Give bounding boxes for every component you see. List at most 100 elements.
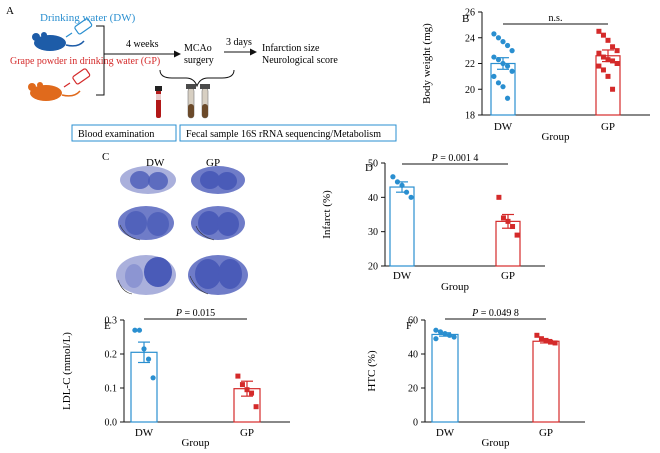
- data-point-b-dw: [491, 54, 497, 60]
- data-point-d-gp: [510, 224, 516, 230]
- brain-slice-gp-1: [191, 166, 245, 194]
- bar-d-dw: [389, 186, 415, 267]
- data-point-d-gp: [505, 218, 511, 224]
- p-value-f: = 0.049 8: [478, 308, 519, 319]
- mouse-dw-icon: [32, 32, 85, 51]
- data-point-e-gp: [244, 387, 250, 393]
- data-point-e-gp: [239, 382, 245, 388]
- y-axis-label-e: LDL-C (mmol/L): [61, 332, 73, 410]
- panel-c: C DW GP: [102, 151, 248, 295]
- data-point-f-dw: [437, 329, 444, 335]
- significance-label-f: P = 0.049 8: [471, 308, 519, 319]
- p-symbol-e: P: [175, 308, 182, 319]
- data-point-d-dw: [394, 179, 401, 185]
- x-axis-label-b: Group: [541, 131, 570, 143]
- panel-a: A Drinking water (DW) Grape powder in dr…: [6, 5, 397, 142]
- data-point-d-gp: [514, 232, 520, 238]
- y-tick-label-b: 26: [465, 8, 475, 19]
- category-label-d-gp: GP: [501, 270, 515, 282]
- mouse-gp-icon: [28, 82, 81, 101]
- data-point-b-dw: [495, 35, 502, 41]
- data-point-d-dw: [390, 174, 396, 180]
- data-point-b-gp: [610, 58, 616, 64]
- data-point-b-dw: [504, 95, 511, 101]
- y-tick-label-d: 40: [368, 193, 378, 204]
- panel-c-col-dw: DW: [146, 157, 165, 169]
- data-point-f-gp: [548, 339, 554, 345]
- data-point-b-dw: [500, 60, 506, 67]
- y-tick-label-d: 30: [368, 227, 378, 238]
- sampling-brace: [159, 69, 235, 88]
- dw-label: Drinking water (DW): [40, 12, 136, 24]
- blood-exam-label: Blood examination: [78, 129, 154, 140]
- y-tick-label-f: 20: [408, 384, 418, 395]
- y-tick-label-b: 22: [465, 59, 475, 70]
- data-point-e-dw: [141, 346, 147, 352]
- y-axis-label-d: Infarct (%): [321, 190, 333, 239]
- blood-exam-box: [71, 124, 177, 142]
- data-point-d-dw: [399, 182, 405, 188]
- chart-b: B 18 20 22 24 26 Body weight (mg) Group DW GP n.s.: [421, 8, 650, 143]
- panel-e-letter: E: [104, 320, 111, 332]
- data-point-d-gp: [500, 215, 506, 221]
- category-label-d-dw: DW: [393, 270, 412, 282]
- brain-slice-dw-3: [116, 255, 176, 295]
- p-value-d: = 0.001 4: [438, 153, 479, 164]
- category-label-b-gp: GP: [601, 121, 615, 133]
- data-point-b-gp: [614, 61, 620, 66]
- data-point-b-dw: [500, 39, 506, 45]
- data-point-b-dw: [491, 73, 497, 79]
- data-point-b-dw: [500, 84, 506, 90]
- data-point-d-dw: [408, 194, 414, 200]
- brain-slice-gp-2: [191, 206, 245, 241]
- data-point-e-dw: [150, 375, 156, 381]
- bottle-dw-icon: [65, 18, 93, 38]
- data-point-f-gp: [552, 340, 558, 346]
- p-symbol-f: P: [471, 308, 478, 319]
- brain-slice-dw-2: [118, 206, 174, 241]
- data-point-b-gp: [610, 86, 616, 92]
- data-point-e-dw: [145, 356, 152, 362]
- category-label-b-dw: DW: [494, 121, 513, 133]
- time-3-days: 3 days: [226, 37, 252, 48]
- p-value-e: = 0.015: [182, 308, 215, 319]
- significance-label-e: P = 0.015: [175, 308, 215, 319]
- time-4-weeks: 4 weeks: [126, 39, 159, 50]
- bar-f-dw: [431, 333, 459, 423]
- panel-b-letter: B: [462, 13, 469, 25]
- fecal-tubes-icon: [186, 84, 210, 119]
- x-axis-label-f: Group: [481, 437, 510, 449]
- data-point-f-dw: [442, 331, 448, 337]
- panel-c-col-gp: GP: [206, 157, 220, 169]
- category-label-f-dw: DW: [436, 427, 455, 439]
- y-tick-label-f: 40: [408, 350, 418, 361]
- chart-d: D 20 30 40 50 Infarct (%) Group DW GP P = 0.001 4: [321, 153, 545, 293]
- category-label-f-gp: GP: [539, 427, 553, 439]
- data-point-b-gp: [605, 57, 611, 63]
- fecal-box: [179, 124, 397, 142]
- data-point-f-dw: [451, 334, 457, 340]
- category-label-e-gp: GP: [240, 427, 254, 439]
- outcome-neuro: Neurological score: [262, 55, 338, 66]
- data-point-d-dw: [403, 189, 410, 195]
- data-point-b-gp: [610, 44, 616, 50]
- y-tick-label-e: 0.0: [105, 418, 118, 429]
- data-point-f-gp: [538, 336, 544, 342]
- mcao-label-line2: surgery: [184, 55, 214, 66]
- data-point-b-dw: [509, 68, 515, 74]
- brain-slice-dw-1: [120, 166, 176, 194]
- y-tick-label-d: 20: [368, 262, 378, 273]
- data-point-f-dw: [433, 327, 439, 333]
- gp-label: Grape powder in drinking water (GP): [10, 56, 160, 67]
- y-tick-label-f: 0: [413, 418, 418, 429]
- p-symbol-d: P: [431, 153, 438, 164]
- data-point-f-gp: [534, 332, 540, 338]
- y-tick-label-e: 0.2: [105, 350, 118, 361]
- y-tick-label-b: 20: [465, 85, 475, 96]
- data-point-b-gp: [600, 32, 606, 38]
- data-point-b-dw: [504, 42, 511, 49]
- significance-label-b: n.s.: [549, 13, 563, 24]
- y-tick-label-b: 18: [465, 111, 475, 122]
